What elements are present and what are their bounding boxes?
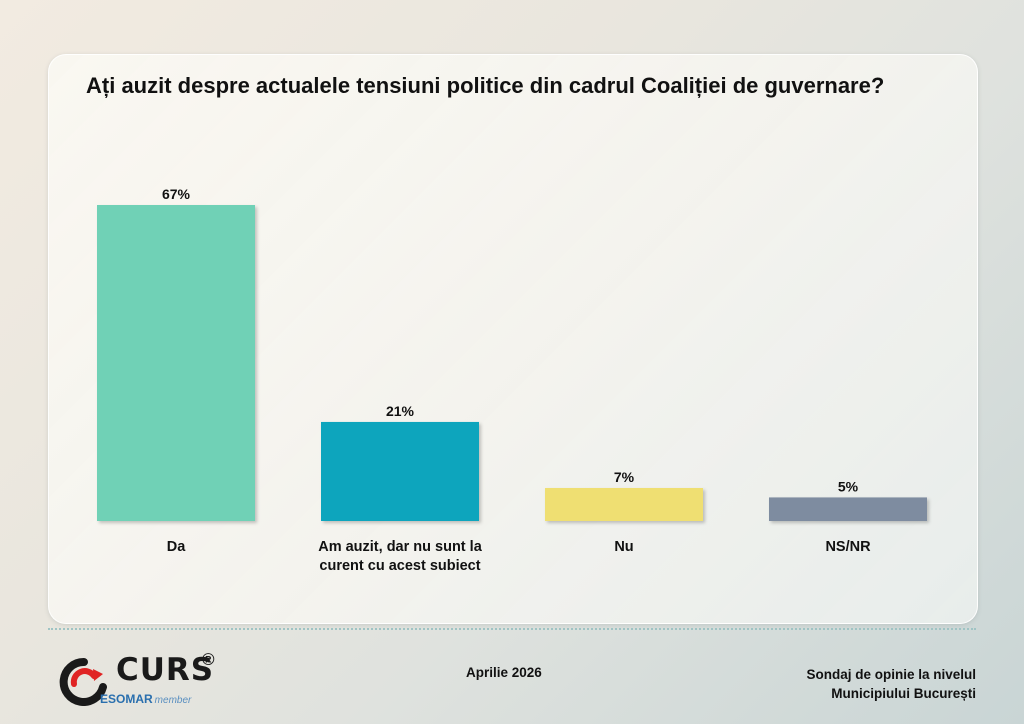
footer-date: Aprilie 2026 [466, 665, 542, 680]
bar-0 [97, 205, 255, 521]
esomar-badge: ESOMAR member [100, 692, 191, 706]
logo-wordmark: CURS [116, 652, 215, 688]
footer-source-line1: Sondaj de opinie la nivelul [806, 667, 976, 682]
chart-title: Ați auzit despre actualele tensiuni poli… [86, 73, 885, 98]
category-label-1-1: curent cu acest subiect [319, 558, 480, 574]
bar-1 [321, 421, 479, 521]
logo-registered-mark: ® [202, 650, 215, 669]
category-label-3-0: NS/NR [825, 539, 871, 555]
value-label-2: 7% [614, 469, 635, 485]
value-label-1: 21% [386, 403, 415, 419]
category-label-1-0: Am auzit, dar nu sunt la [318, 539, 482, 555]
esomar-label: ESOMAR [100, 692, 153, 706]
value-label-3: 5% [838, 478, 859, 494]
curs-logo-icon [59, 657, 107, 706]
bar-2 [545, 487, 703, 521]
curs-logo: CURS ® ESOMAR member [56, 650, 246, 712]
category-label-2-0: Nu [614, 539, 633, 555]
footer-divider [48, 628, 976, 630]
category-label-0-0: Da [167, 539, 186, 555]
esomar-member-label: member [154, 695, 192, 706]
value-label-0: 67% [162, 186, 191, 202]
bar-3 [769, 497, 927, 521]
footer-source-line2: Municipiului București [831, 686, 976, 701]
footer-source: Sondaj de opinie la nivelul Municipiului… [716, 665, 976, 703]
